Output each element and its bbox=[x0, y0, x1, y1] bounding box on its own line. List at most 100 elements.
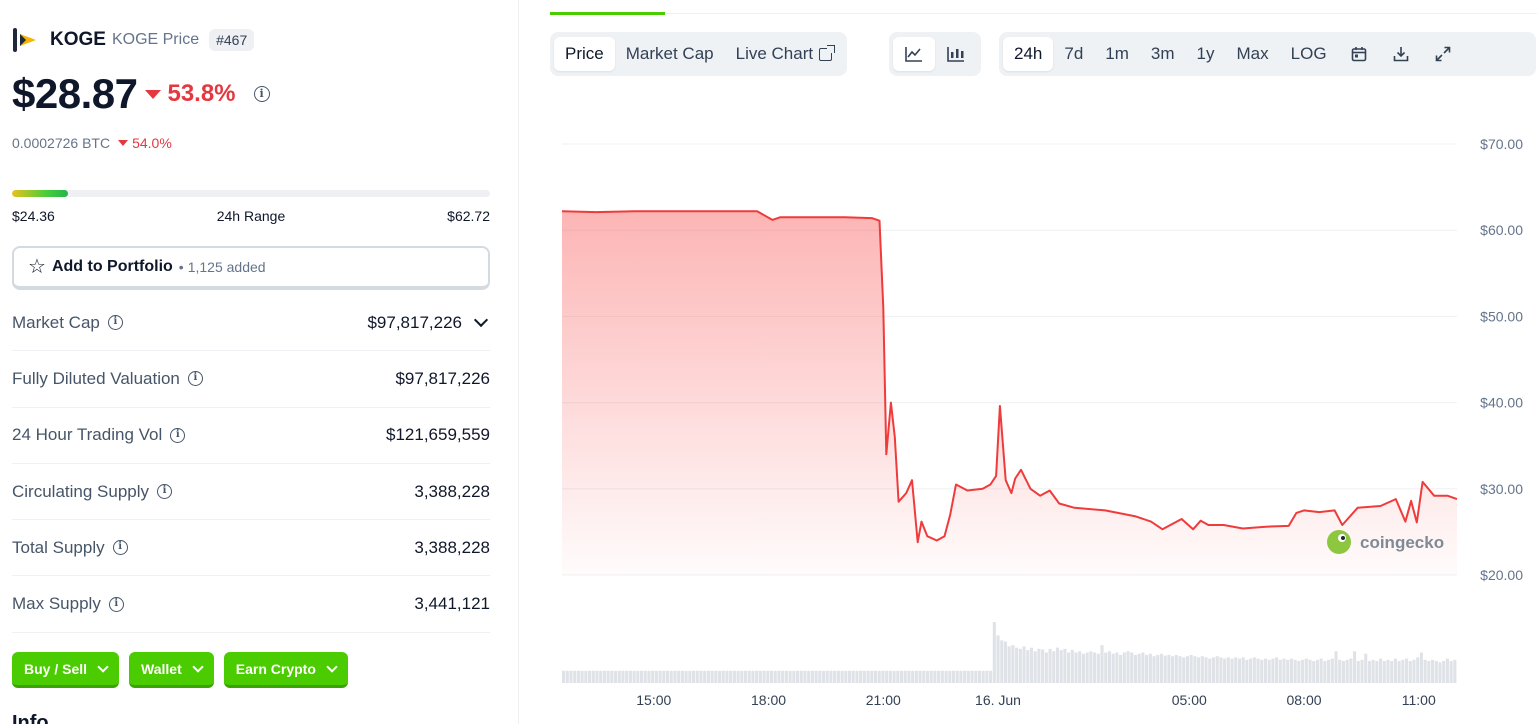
volume-bar bbox=[595, 670, 599, 683]
range-3m[interactable]: 3m bbox=[1150, 44, 1175, 63]
volume-bar bbox=[814, 670, 818, 683]
volume-bar bbox=[1386, 659, 1390, 683]
koge-logo-icon bbox=[13, 28, 36, 52]
button-label: Earn Crypto bbox=[235, 660, 316, 677]
volume-bar bbox=[955, 670, 959, 683]
volume-bar bbox=[1044, 652, 1048, 683]
add-to-portfolio-button[interactable]: ☆ Add to Portfolio • 1,125 added bbox=[12, 246, 490, 290]
volume-bar bbox=[1048, 648, 1052, 683]
range-1y[interactable]: 1y bbox=[1196, 44, 1215, 63]
rank-badge: #467 bbox=[209, 29, 255, 51]
volume-bar bbox=[1289, 658, 1293, 683]
stat-row-circulating-supply: Circulating Supply i 3,388,228 bbox=[12, 464, 490, 521]
buy-sell-button[interactable]: Buy / Sell bbox=[12, 652, 120, 688]
watermark-text: coingecko bbox=[1360, 533, 1444, 552]
volume-bar bbox=[1018, 648, 1022, 683]
calendar-button[interactable] bbox=[1338, 37, 1380, 71]
x-tick-label: 16. Jun bbox=[975, 692, 1021, 708]
wallet-button[interactable]: Wallet bbox=[129, 652, 214, 688]
volume-bar bbox=[821, 670, 826, 683]
info-icon[interactable]: i bbox=[253, 86, 270, 102]
volume-bar bbox=[892, 670, 896, 683]
volume-bar bbox=[1327, 659, 1331, 683]
volume-bar bbox=[710, 670, 714, 683]
earn-crypto-button[interactable]: Earn Crypto bbox=[223, 652, 348, 688]
expand-icon bbox=[1435, 46, 1450, 62]
line-chart-button[interactable] bbox=[893, 37, 935, 71]
volume-bar bbox=[903, 670, 907, 683]
volume-bar bbox=[1282, 658, 1286, 683]
info-icon[interactable]: i bbox=[157, 484, 173, 500]
volume-bar bbox=[758, 670, 762, 683]
volume-bar bbox=[747, 670, 751, 683]
range-labels: $24.36 24h Range $62.72 bbox=[12, 208, 490, 226]
volume-bar bbox=[751, 670, 755, 683]
volume-bar bbox=[621, 670, 625, 683]
info-icon[interactable]: i bbox=[170, 427, 186, 443]
volume-bar bbox=[1304, 658, 1308, 683]
volume-bar bbox=[1167, 654, 1171, 683]
volume-bar bbox=[1319, 658, 1323, 683]
range-24h[interactable]: 24h bbox=[1003, 37, 1054, 71]
range-7d[interactable]: 7d bbox=[1064, 44, 1084, 63]
volume-bar bbox=[1323, 661, 1327, 683]
chart-view-toggle: Price Market Cap Live Chart bbox=[550, 32, 848, 76]
volume-bar bbox=[1334, 651, 1338, 683]
chevron-down-icon[interactable] bbox=[473, 313, 489, 328]
volume-bar bbox=[940, 670, 944, 683]
volume-bar bbox=[807, 670, 811, 683]
stat-value: 3,388,228 bbox=[414, 481, 490, 501]
volume-bar bbox=[985, 670, 989, 683]
price-area bbox=[562, 211, 1457, 575]
volume-bar bbox=[1393, 658, 1397, 683]
volume-bar bbox=[896, 670, 900, 683]
fullscreen-button[interactable] bbox=[1422, 37, 1464, 71]
volume-bar bbox=[1200, 656, 1204, 683]
info-icon[interactable]: i bbox=[107, 315, 123, 331]
volume-bar bbox=[1096, 653, 1100, 683]
volume-bar bbox=[1315, 659, 1319, 683]
btc-price: 0.0002726 BTC bbox=[12, 135, 111, 151]
volume-bar bbox=[573, 670, 577, 683]
volume-bar bbox=[1104, 652, 1108, 683]
download-button[interactable] bbox=[1380, 37, 1422, 71]
info-icon[interactable]: i bbox=[112, 540, 128, 556]
volume-bar bbox=[1178, 656, 1182, 683]
volume-bar bbox=[714, 670, 718, 683]
volume-bar bbox=[1174, 654, 1178, 683]
range-1m[interactable]: 1m bbox=[1105, 44, 1129, 63]
stat-value[interactable]: $97,817,226 bbox=[367, 313, 490, 333]
chart-panel: Price Market Cap Live Chart 24h 7d 1m 3m… bbox=[520, 0, 1537, 724]
volume-bar bbox=[703, 670, 707, 683]
volume-bar bbox=[1438, 662, 1442, 683]
current-price: $28.87 bbox=[12, 70, 138, 117]
range-max[interactable]: Max bbox=[1236, 44, 1269, 63]
volume-bar bbox=[1256, 658, 1260, 683]
tab-price[interactable]: Price bbox=[554, 37, 615, 71]
volume-bar bbox=[1022, 646, 1026, 683]
chevron-down-icon bbox=[97, 660, 109, 673]
info-icon[interactable]: i bbox=[187, 371, 203, 387]
log-scale-toggle[interactable]: LOG bbox=[1290, 44, 1327, 63]
volume-bar bbox=[639, 670, 644, 683]
volume-bar bbox=[866, 670, 870, 683]
volume-bar bbox=[836, 670, 840, 683]
volume-bar bbox=[795, 670, 800, 683]
tab-market-cap[interactable]: Market Cap bbox=[625, 44, 714, 63]
volume-bar bbox=[1453, 659, 1457, 683]
volume-bar bbox=[755, 670, 759, 683]
volume-bar bbox=[1301, 659, 1305, 683]
info-icon[interactable]: i bbox=[108, 596, 124, 612]
volume-bar bbox=[1249, 658, 1253, 683]
tab-live-chart[interactable]: Live Chart bbox=[725, 37, 843, 71]
volume-bar bbox=[1349, 658, 1353, 683]
volume-bar bbox=[833, 670, 837, 683]
price-chart[interactable]: $20.00 $30.00 $40.00 $50.00 $60.00 $70.00 15:… bbox=[520, 0, 1537, 724]
volume-bar bbox=[773, 670, 777, 683]
volume-bar bbox=[1371, 659, 1375, 683]
volume-bar bbox=[937, 670, 941, 683]
coin-header: KOGE KOGE Price #467 bbox=[12, 28, 255, 52]
volume-bar bbox=[1237, 658, 1242, 683]
volume-bar bbox=[632, 670, 636, 683]
candlestick-chart-button[interactable] bbox=[935, 37, 977, 71]
